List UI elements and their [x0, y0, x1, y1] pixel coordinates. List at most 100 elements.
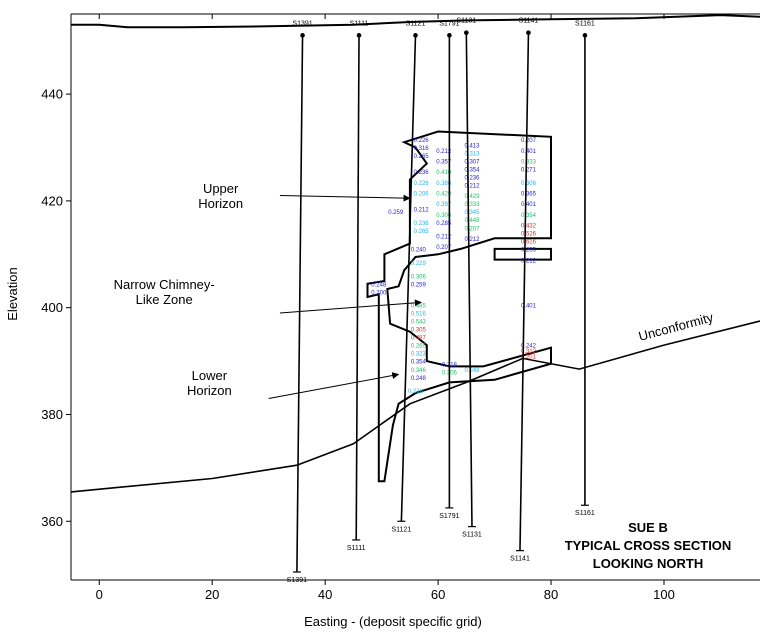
drillhole-label-bottom: S1121: [392, 526, 412, 533]
assay-value: 0.543: [411, 320, 427, 326]
assay-value: 0.236: [414, 170, 430, 176]
chart-title: SUE B TYPICAL CROSS SECTION LOOKING NORT…: [565, 520, 732, 571]
assay-value: 0.526: [521, 232, 537, 238]
annotation-text: Like Zone: [136, 292, 193, 307]
assay-value: 0.616: [521, 240, 537, 246]
assay-value: 0.201: [521, 354, 537, 360]
assay-value: 0.212: [436, 234, 452, 240]
title-line-2: TYPICAL CROSS SECTION: [565, 538, 732, 553]
assay-value: 0.306: [521, 181, 537, 187]
annotation-text: Horizon: [198, 196, 243, 211]
assay-value: 0.226: [414, 138, 430, 144]
assay-value: 0.207: [436, 245, 452, 251]
x-tick-label: 100: [653, 587, 675, 602]
assay-value: 0.312: [521, 349, 537, 355]
y-axis-title: Elevation: [5, 267, 20, 320]
drillhole-label-top: S1121: [406, 20, 426, 27]
drillhole-label-top: S1791: [439, 20, 459, 27]
drillhole-label-bottom: S1391: [287, 577, 307, 584]
assay-value: 0.248: [411, 376, 427, 382]
annotation-arrow: [279, 299, 422, 314]
y-tick-label: 440: [41, 87, 63, 102]
assay-value: 0.265: [414, 154, 430, 160]
assay-value: 0.413: [464, 143, 480, 149]
drillhole-trace: [519, 32, 530, 551]
assay-value: 0.316: [414, 146, 430, 152]
y-tick-label: 380: [41, 407, 63, 422]
drillhole-label-bottom: S1141: [510, 556, 530, 563]
assay-value: 0.255: [521, 248, 537, 254]
assay-value: 0.240: [411, 248, 427, 254]
assay-value: 0.354: [521, 213, 537, 219]
assay-value: 0.487: [411, 336, 427, 342]
y-tick-label: 420: [41, 193, 63, 208]
assay-value: 0.333: [521, 160, 537, 166]
assay-value: 0.345: [464, 210, 480, 216]
assay-value: 0.218: [408, 389, 424, 395]
assay-value: 0.306: [436, 213, 452, 219]
drillhole-trace: [355, 35, 360, 540]
assay-value: 0.401: [521, 304, 537, 310]
x-axis-title: Easting - (deposit specific grid): [304, 614, 482, 629]
annotation-arrow: [268, 372, 400, 399]
assay-value: 0.365: [521, 192, 537, 198]
assay-value: 0.212: [414, 208, 430, 214]
assay-value: 0.307: [464, 160, 480, 166]
assay-value: 0.386: [436, 181, 452, 187]
assay-value: 0.354: [411, 360, 427, 366]
drillhole-label-top: S1111: [350, 20, 369, 27]
drillhole-label-bottom: S1161: [575, 510, 595, 517]
assay-value: 0.248: [464, 368, 480, 374]
assay-value: 0.410: [436, 170, 452, 176]
assay-value: 0.265: [411, 344, 427, 350]
unconformity-label: Unconformity: [637, 309, 715, 343]
assay-value: 0.236: [464, 176, 480, 182]
drillhole-label-top: S1141: [519, 18, 539, 25]
drillhole-collar: [447, 33, 452, 38]
x-tick-label: 60: [431, 587, 445, 602]
assay-value: 0.333: [464, 202, 480, 208]
assay-value: 0.401: [521, 202, 537, 208]
orebody-polygon: [366, 130, 552, 483]
assay-value: 0.397: [436, 202, 452, 208]
assay-value: 0.346: [411, 368, 427, 374]
assay-value: 0.357: [436, 160, 452, 166]
annotation-text: Horizon: [187, 383, 232, 398]
assay-value: 0.429: [436, 192, 452, 198]
assay-value: 0.516: [411, 312, 427, 318]
assay-value: 0.265: [414, 229, 430, 235]
assay-value: 0.259: [388, 210, 404, 216]
drillholes: S1391 S1391 S1111 S1111 S1121 S1121 S1791 S1791…: [287, 18, 595, 584]
assay-value: 0.207: [464, 226, 480, 232]
assay-value: 0.313: [464, 152, 480, 158]
assay-value: 0.212: [521, 258, 537, 264]
topography-line: [71, 14, 760, 29]
assay-value: 0.306: [411, 274, 427, 280]
drillhole-label-bottom: S1131: [462, 532, 482, 539]
annotation-text: Upper: [203, 181, 239, 196]
assay-value: 0.285: [436, 221, 452, 227]
drillhole-label-top: S1131: [456, 18, 476, 25]
title-line-1: SUE B: [628, 520, 668, 535]
assay-value: 0.432: [521, 224, 537, 230]
assay-value: 0.305: [411, 328, 427, 334]
drillhole-trace: [400, 35, 417, 522]
assay-value: 0.212: [464, 237, 480, 243]
assay-value: 0.401: [521, 149, 537, 155]
x-tick-label: 80: [544, 587, 558, 602]
topography-polyline: [71, 14, 760, 29]
annotation-arrow: [279, 194, 411, 202]
assay-value: 0.271: [521, 168, 537, 174]
drillhole-label-bottom: S1111: [347, 545, 366, 552]
assay-value: 0.212: [436, 149, 452, 155]
drillhole-collar: [356, 33, 362, 38]
assay-value: 0.226: [414, 181, 430, 187]
assay-value: 0.207: [521, 138, 537, 144]
drillhole-collar: [464, 30, 469, 35]
drillhole-collar: [413, 33, 418, 38]
drillhole-trace: [296, 35, 304, 572]
drillhole-collar: [526, 30, 531, 35]
assay-value: 0.206: [414, 192, 430, 198]
